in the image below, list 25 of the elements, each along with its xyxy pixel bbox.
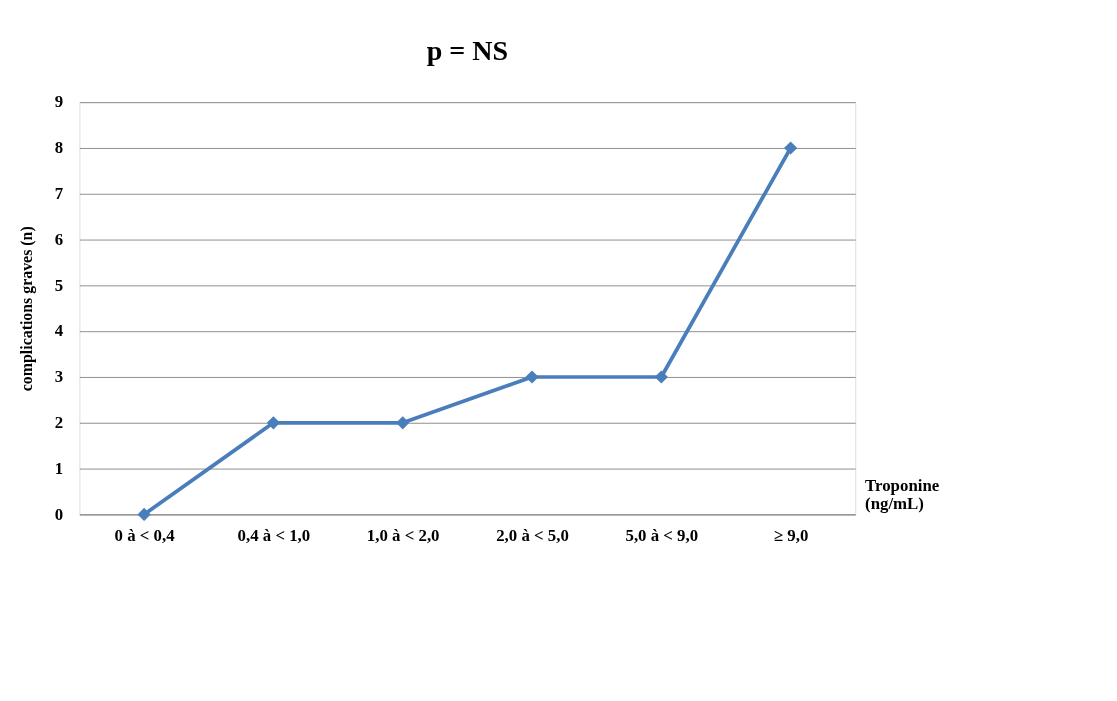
y-tick-label: 0 (54, 504, 64, 524)
y-axis-title: complications graves (n) (18, 226, 37, 392)
point (266, 416, 281, 430)
y-tick-label: 4 (54, 321, 64, 341)
y-tick-label: 2 (54, 412, 64, 432)
x-tick-label: 0,4 à < 1,0 (237, 526, 311, 546)
point (654, 370, 668, 384)
point (784, 141, 798, 155)
x-tick-label: 0 à < 0,4 (114, 526, 176, 546)
point (525, 370, 539, 384)
x-tick-label: ≥ 9,0 (773, 526, 809, 546)
y-tick-label: 8 (54, 138, 64, 158)
x-tick-label: 1,0 à < 2,0 (366, 526, 440, 546)
point (137, 507, 151, 522)
y-tick-label: 9 (54, 92, 64, 112)
x-axis-title: Troponine (ng/mL) (865, 475, 940, 514)
y-tick-label: 1 (54, 458, 64, 478)
x-tick-label: 2,0 à < 5,0 (496, 526, 569, 546)
y-tick-label: 6 (54, 229, 64, 249)
y-tick-label: 3 (54, 367, 64, 387)
point (396, 416, 410, 430)
chart-title: p = NS (426, 35, 509, 67)
x-tick-label: 5,0 à < 9,0 (625, 526, 699, 546)
y-tick-label: 5 (54, 275, 64, 295)
y-tick-label: 7 (54, 183, 64, 203)
